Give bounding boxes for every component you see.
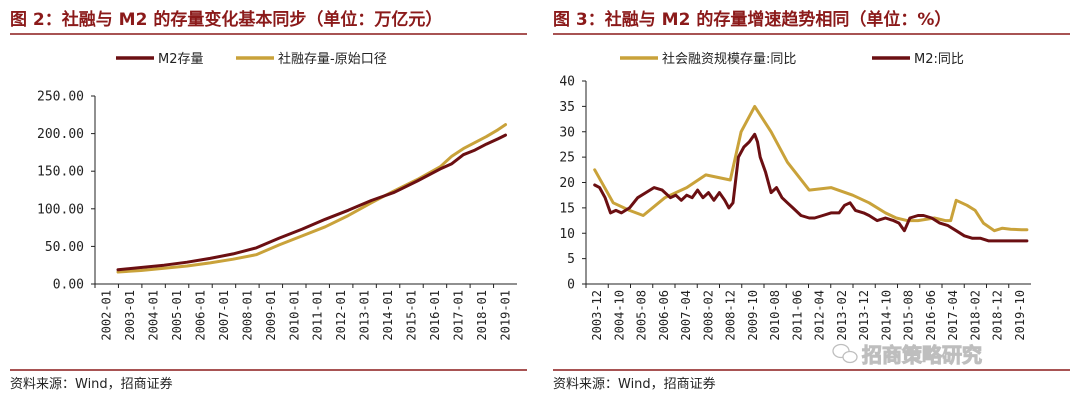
x-tick-label-right: 2015-08 [902, 290, 916, 341]
x-tick-label-right: 2005-08 [635, 290, 649, 341]
x-tick-label-left: 2017-01 [451, 290, 465, 341]
x-tick-label-right: 2013-12 [857, 290, 871, 341]
y-tick-label-left: 200.00 [37, 127, 84, 142]
legend-left: M2存量 社融存量-原始口径 [116, 51, 387, 67]
legend-label-shrong-yoy: 社会融资规模存量:同比 [662, 51, 796, 67]
x-tick-label-right: 2014-10 [879, 290, 893, 341]
x-tick-label-left: 2005-01 [170, 290, 184, 341]
watermark: 招商策略研究 [832, 343, 983, 368]
x-tick-label-right: 2013-02 [835, 290, 849, 341]
y-tick-label-right: 5 [567, 252, 575, 267]
x-tick-label-right: 2003-12 [590, 290, 604, 341]
x-tick-label-left: 2004-01 [147, 290, 161, 341]
x-tick-label-left: 2008-01 [240, 290, 254, 341]
x-tick-label-left: 2013-01 [358, 290, 372, 341]
x-tick-label-right: 2012-04 [813, 290, 827, 341]
legend-label-m2-yoy: M2:同比 [914, 52, 964, 67]
x-tick-label-right: 2018-02 [968, 290, 982, 341]
x-tick-label-right: 2011-06 [790, 290, 804, 341]
x-tick-label-right: 2018-12 [991, 290, 1005, 341]
x-tick-label-left: 2003-01 [123, 290, 137, 341]
x-tick-label-left: 2002-01 [100, 290, 114, 341]
plot-area-left: 0.00 50.00 100.00 150.00 200.00 250.00 2002-01… [37, 90, 517, 341]
source-note-left: 资料来源：Wind，招商证券 [10, 376, 173, 392]
y-tick-label-right: 20 [559, 176, 575, 191]
x-tick-label-left: 2018-01 [475, 290, 489, 341]
x-tick-label-right: 2009-10 [746, 290, 760, 341]
series-line-right-0 [593, 104, 1029, 233]
x-tick-label-right: 2016-06 [924, 290, 938, 341]
x-tick-label-right: 2019-10 [1013, 290, 1027, 341]
x-tick-label-left: 2007-01 [217, 290, 231, 341]
y-tick-label-right: 0 [567, 278, 575, 293]
y-tick-label-left: 100.00 [37, 202, 84, 217]
y-tick-label-right: 40 [559, 75, 575, 90]
plot-area-right: 0 5 10 15 20 25 30 35 40 2003-12 2004-10 2005-08 200… [559, 75, 1031, 341]
y-tick-label-right: 35 [559, 100, 575, 115]
x-tick-label-left: 2009-01 [264, 290, 278, 341]
chart-title-left: 图 2：社融与 M2 的存量变化基本同步（单位：万亿元） [10, 9, 442, 30]
legend-right: 社会融资规模存量:同比 M2:同比 [620, 51, 964, 67]
x-tick-label-right: 2007-04 [679, 290, 693, 341]
x-tick-label-right: 2004-10 [612, 290, 626, 341]
x-tick-label-right: 2006-06 [657, 290, 671, 341]
x-tick-label-right: 2017-04 [946, 290, 960, 341]
legend-label-m2: M2存量 [158, 52, 204, 67]
y-tick-label-right: 10 [559, 227, 575, 242]
y-tick-label-left: 50.00 [45, 240, 84, 255]
y-tick-label-right: 15 [559, 201, 575, 216]
x-tick-label-left: 2012-01 [334, 290, 348, 341]
y-tick-label-right: 30 [559, 125, 575, 140]
x-tick-label-right: 2008-02 [701, 290, 715, 341]
x-tick-label-right: 2010-08 [768, 290, 782, 341]
series-line-right-1 [593, 132, 1029, 243]
x-tick-label-left: 2014-01 [381, 290, 395, 341]
watermark-text: 招商策略研究 [862, 343, 982, 367]
x-tick-label-left: 2016-01 [428, 290, 442, 341]
x-tick-label-left: 2011-01 [311, 290, 325, 341]
x-tick-label-left: 2010-01 [287, 290, 301, 341]
series-line-left-0 [116, 133, 507, 272]
x-tick-label-left: 2006-01 [194, 290, 208, 341]
series-line-left-1 [116, 123, 507, 274]
source-note-right: 资料来源：Wind，招商证券 [553, 376, 716, 392]
y-tick-label-right: 25 [559, 151, 575, 166]
x-tick-label-left: 2015-01 [405, 290, 419, 341]
legend-label-shrong: 社融存量-原始口径 [278, 51, 387, 67]
x-tick-label-left: 2019-01 [498, 290, 512, 341]
y-tick-label-left: 150.00 [37, 165, 84, 180]
chart-title-right: 图 3：社融与 M2 的存量增速趋势相同（单位：%） [553, 9, 951, 30]
wechat-icon [832, 343, 858, 364]
x-tick-label-right: 2008-12 [724, 290, 738, 341]
y-tick-label-left: 0.00 [53, 278, 84, 293]
y-tick-label-left: 250.00 [37, 90, 84, 105]
